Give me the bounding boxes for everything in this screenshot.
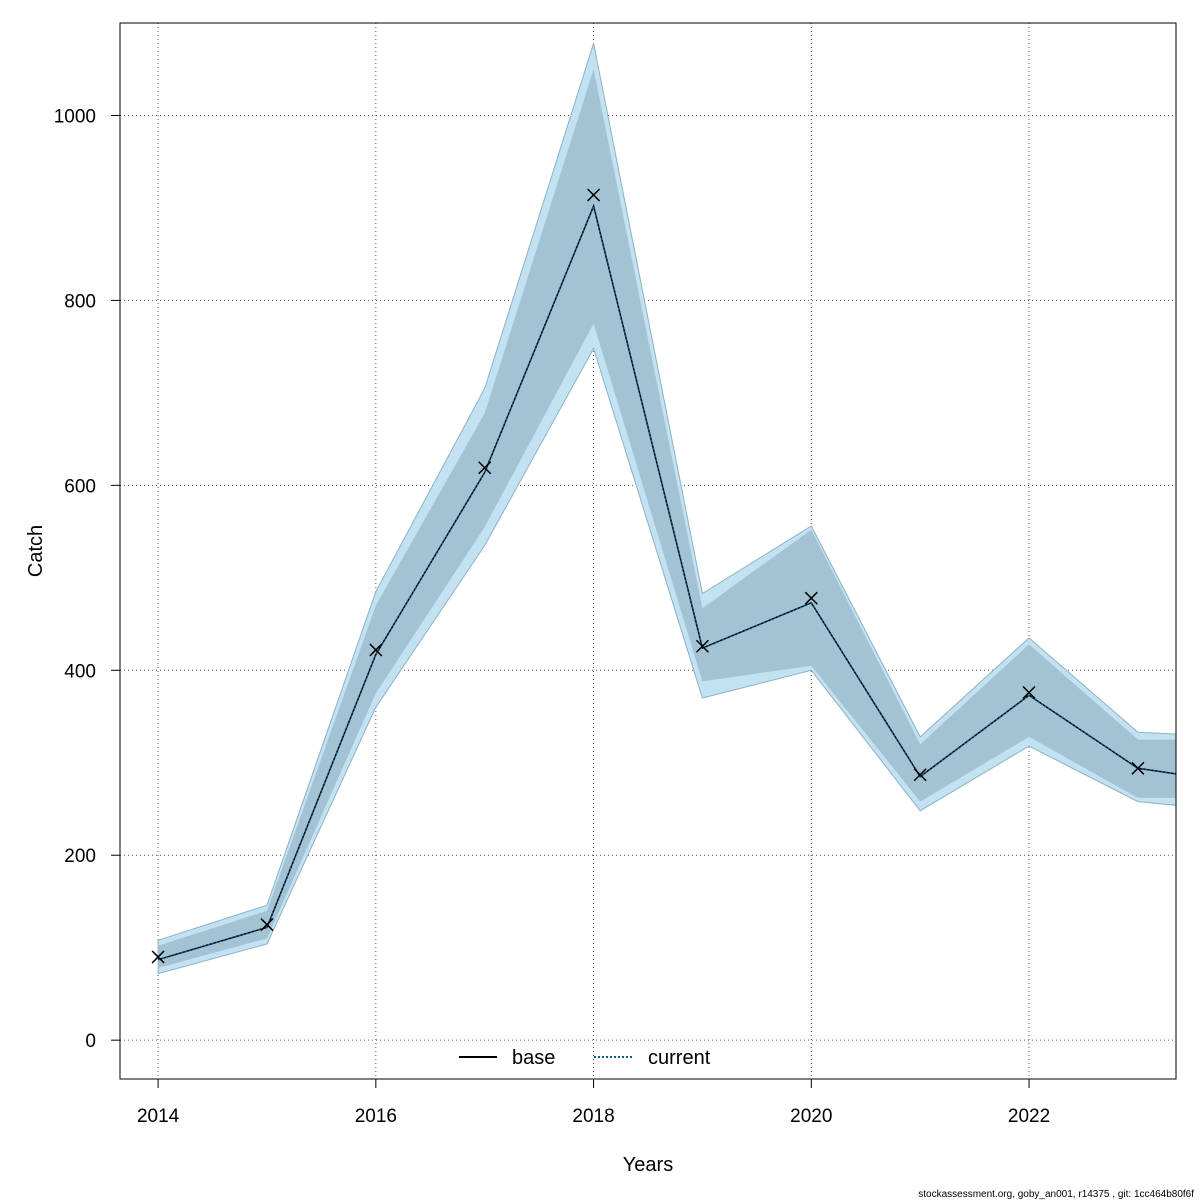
confidence-bands: [157, 43, 1177, 975]
x-tick-label: 2014: [137, 1106, 180, 1127]
observed-point: [695, 639, 709, 653]
x-axis: 2014 2016 2018 2020 2022: [137, 1078, 1050, 1127]
observed-point: [260, 918, 274, 932]
y-axis: 0 200 400 600 800 1000: [54, 106, 121, 1052]
confidence-band-base: [158, 69, 1177, 968]
y-tick-label: 200: [64, 846, 96, 867]
observed-point: [913, 768, 927, 782]
plot-frame: [119, 22, 1177, 1080]
grid-lines: [120, 23, 1176, 1079]
y-tick-label: 0: [85, 1031, 96, 1052]
observed-point: [1131, 761, 1145, 775]
observed-point: [1022, 685, 1036, 700]
legend-base-label: base: [512, 1047, 555, 1069]
observed-point: [369, 643, 383, 657]
observed-point: [478, 461, 492, 475]
observed-point: [151, 950, 165, 964]
y-tick-label: 800: [64, 291, 96, 312]
footer-text: stockassessment.org, goby_an001, r14375 …: [918, 1189, 1194, 1200]
series-lines: [157, 203, 1177, 961]
observed-point: [587, 188, 601, 202]
y-tick-label: 1000: [54, 106, 96, 127]
x-tick-label: 2020: [790, 1106, 832, 1127]
legend-current-label: current: [648, 1047, 711, 1069]
x-tick-label: 2016: [355, 1106, 397, 1127]
observed-point: [804, 591, 818, 605]
x-tick-label: 2018: [572, 1106, 614, 1127]
x-axis-title: Years: [623, 1154, 673, 1176]
x-tick-label: 2022: [1008, 1106, 1050, 1127]
observed-markers: [151, 188, 1145, 964]
legend: base current: [459, 1047, 711, 1069]
y-tick-label: 600: [64, 476, 96, 497]
y-tick-label: 400: [64, 661, 96, 682]
y-axis-title: Catch: [25, 525, 47, 577]
series-line-current: [157, 203, 1177, 961]
